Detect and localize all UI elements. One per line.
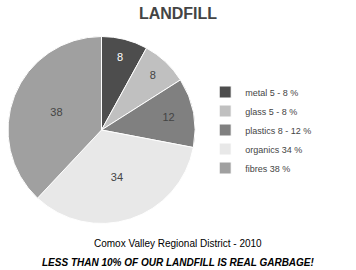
svg-text:8: 8: [117, 51, 123, 63]
svg-text:Comox Valley Regional District: Comox Valley Regional District - 2010: [94, 238, 262, 249]
svg-text:glass 5 - 8 %: glass 5 - 8 %: [245, 107, 297, 117]
svg-text:metal 5 - 8 %: metal 5 - 8 %: [245, 88, 298, 98]
svg-text:LESS THAN 10% OF OUR LANDFILL: LESS THAN 10% OF OUR LANDFILL IS REAL GA…: [42, 257, 315, 268]
svg-text:LANDFILL: LANDFILL: [139, 5, 217, 22]
svg-text:38: 38: [50, 106, 62, 118]
svg-text:12: 12: [163, 111, 175, 123]
svg-text:fibres 38 %: fibres 38 %: [245, 164, 290, 174]
svg-text:8: 8: [150, 69, 156, 81]
svg-text:organics 34 %: organics 34 %: [245, 145, 302, 155]
svg-text:34: 34: [111, 171, 123, 183]
svg-text:plastics 8 - 12 %: plastics 8 - 12 %: [245, 126, 311, 136]
